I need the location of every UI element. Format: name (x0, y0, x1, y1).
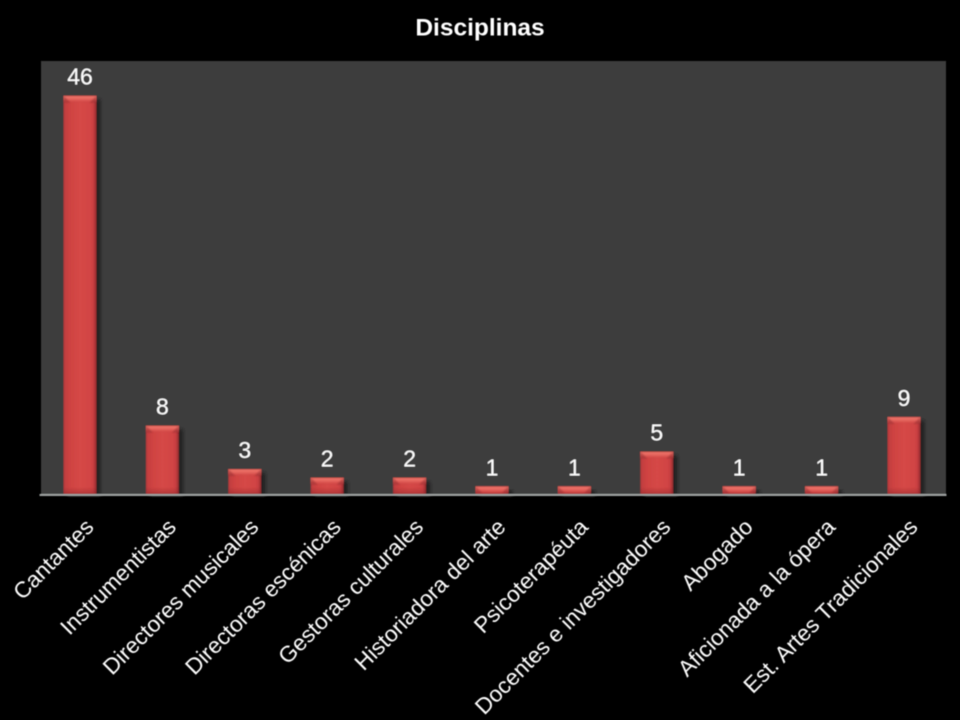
svg-text:1: 1 (815, 454, 828, 480)
svg-text:46: 46 (67, 64, 93, 90)
svg-text:5: 5 (650, 420, 663, 446)
svg-text:9: 9 (898, 385, 911, 411)
svg-text:Disciplinas: Disciplinas (415, 15, 544, 42)
svg-text:1: 1 (733, 454, 746, 480)
svg-text:3: 3 (238, 437, 251, 463)
svg-text:2: 2 (321, 446, 334, 472)
svg-text:2: 2 (403, 446, 416, 472)
svg-text:1: 1 (486, 454, 499, 480)
svg-text:8: 8 (156, 394, 169, 420)
svg-text:1: 1 (568, 454, 581, 480)
